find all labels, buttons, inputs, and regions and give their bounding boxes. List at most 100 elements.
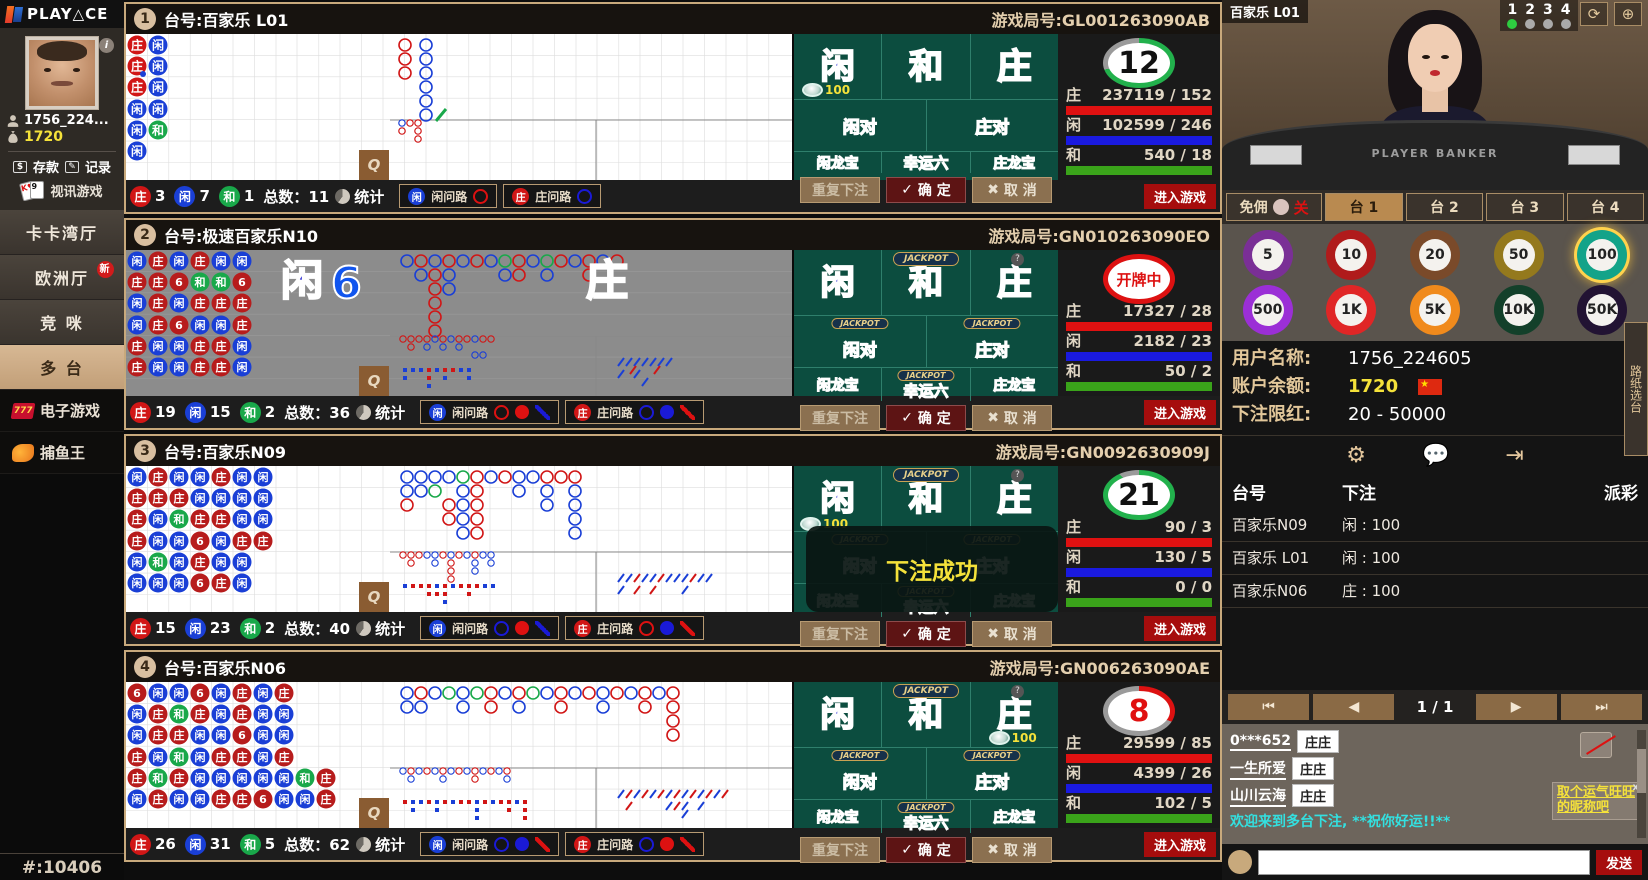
- ask-player-road[interactable]: 闲 闲问路: [420, 616, 560, 640]
- prev-page-button[interactable]: ◀: [1313, 694, 1395, 720]
- help-icon[interactable]: ?: [1011, 469, 1024, 482]
- repeat-bet-button[interactable]: 重复下注: [800, 405, 880, 431]
- ask-player-road[interactable]: 闲 闲问路: [420, 832, 560, 856]
- tab-table-1[interactable]: 台 1: [1325, 193, 1403, 221]
- table-row[interactable]: 百家乐N09 闲 : 100: [1222, 509, 1648, 542]
- bet-tie[interactable]: 和: [881, 34, 969, 99]
- roadmap-help-icon[interactable]: Q: [359, 150, 389, 180]
- chip-5k[interactable]: 5K: [1409, 285, 1460, 335]
- bet-player[interactable]: 闲: [794, 682, 881, 747]
- sidebar-item-kakawan[interactable]: 卡卡湾厅: [0, 210, 124, 255]
- stats-link[interactable]: 统计: [335, 186, 384, 207]
- close-icon[interactable]: x: [1632, 782, 1639, 794]
- bet-player-pair[interactable]: 闲对: [794, 100, 926, 151]
- brand-logo[interactable]: PLAY△CE: [0, 0, 124, 28]
- nickname-prompt[interactable]: x 取个运气旺旺的昵称吧: [1552, 782, 1642, 820]
- table-card-2[interactable]: 2 台号:极速百家乐N10 游戏局号:GN010263090EO: [124, 218, 1222, 431]
- bet-banker[interactable]: 庄: [969, 34, 1058, 99]
- bet-lucky6[interactable]: JACKPOT 幸运六: [881, 368, 969, 401]
- bet-tie[interactable]: JACKPOT 和: [881, 250, 969, 315]
- ask-banker-road[interactable]: 庄 庄问路: [565, 616, 705, 640]
- ask-player-road[interactable]: 闲 闲问路: [420, 400, 560, 424]
- sidebar-item-slots[interactable]: 777 电子游戏: [0, 390, 124, 432]
- live-video-stream[interactable]: 百家乐 L01 1 2 3 4 ⟳ ⊕ PL: [1222, 0, 1648, 190]
- chip-50k[interactable]: 50K: [1577, 285, 1628, 335]
- record-label[interactable]: 记录: [85, 161, 112, 176]
- chip-10[interactable]: 10: [1326, 230, 1377, 280]
- bet-banker[interactable]: 庄 100: [969, 682, 1058, 747]
- bet-lucky6[interactable]: 幸运六: [881, 152, 969, 173]
- deposit-label[interactable]: 存款: [32, 161, 59, 176]
- bet-tie[interactable]: JACKPOT 和: [881, 682, 969, 747]
- mute-chat-icon[interactable]: [1580, 732, 1612, 758]
- bet-player[interactable]: 闲 100: [794, 34, 881, 99]
- bet-banker-pair[interactable]: JACKPOT 庄对: [925, 748, 1059, 799]
- enter-game-button[interactable]: 进入游戏: [1144, 831, 1216, 857]
- bet-player[interactable]: 闲 100: [794, 466, 881, 531]
- enter-game-button[interactable]: 进入游戏: [1144, 183, 1216, 209]
- confirm-bet-button[interactable]: ✓ 确 定: [886, 405, 966, 431]
- bet-player[interactable]: 闲: [794, 250, 881, 315]
- chip-20[interactable]: 20: [1409, 230, 1460, 280]
- confirm-bet-button[interactable]: ✓ 确 定: [886, 177, 966, 203]
- avatar[interactable]: [25, 36, 99, 110]
- repeat-bet-button[interactable]: 重复下注: [800, 621, 880, 647]
- tab-table-2[interactable]: 台 2: [1405, 193, 1484, 221]
- chip-10k[interactable]: 10K: [1493, 285, 1544, 335]
- bet-tie[interactable]: JACKPOT 和: [881, 466, 969, 531]
- table-row[interactable]: 百家乐 L01 闲 : 100: [1222, 542, 1648, 575]
- commission-toggle[interactable]: 免佣 关: [1226, 193, 1323, 221]
- roadmap-help-icon[interactable]: Q: [359, 582, 389, 612]
- cancel-bet-button[interactable]: ✖ 取 消: [972, 405, 1052, 431]
- gear-icon[interactable]: ⚙: [1346, 442, 1366, 468]
- enter-game-button[interactable]: 进入游戏: [1144, 399, 1216, 425]
- bet-player-dragon[interactable]: 闲龙宝: [794, 800, 881, 833]
- chip-5[interactable]: 5: [1242, 230, 1293, 280]
- bet-player-dragon[interactable]: 闲龙宝: [794, 368, 881, 401]
- cancel-bet-button[interactable]: ✖ 取 消: [972, 837, 1052, 863]
- table-card-3[interactable]: 3 台号:百家乐N09 游戏局号:GN0092630909J: [124, 434, 1222, 647]
- bet-lucky6[interactable]: JACKPOT 幸运六: [881, 800, 969, 833]
- chip-50[interactable]: 50: [1493, 230, 1544, 280]
- confirm-bet-button[interactable]: ✓ 确 定: [886, 621, 966, 647]
- ask-banker-road[interactable]: 庄 庄问路: [503, 184, 602, 208]
- bet-banker[interactable]: 庄: [969, 250, 1058, 315]
- ask-player-road[interactable]: 闲 闲问路: [399, 184, 498, 208]
- table-row[interactable]: 百家乐N06 庄 : 100: [1222, 575, 1648, 608]
- cancel-bet-button[interactable]: ✖ 取 消: [972, 621, 1052, 647]
- video-games-row[interactable]: K♥ 9 视讯游戏: [0, 180, 124, 206]
- repeat-bet-button[interactable]: 重复下注: [800, 177, 880, 203]
- roadmap-area[interactable]: 6 闲 闲 6 闲 庄 闲 庄 闲 庄 和 庄 闲: [126, 682, 792, 828]
- tab-table-3[interactable]: 台 3: [1486, 193, 1564, 221]
- last-page-button[interactable]: ⏭: [1560, 694, 1642, 720]
- first-page-button[interactable]: ⏮: [1228, 694, 1310, 720]
- info-icon[interactable]: i: [99, 38, 114, 53]
- sidebar-item-europe[interactable]: 欧洲厅 新: [0, 255, 124, 300]
- table-card-4[interactable]: 4 台号:百家乐N06 游戏局号:GN006263090AE: [124, 650, 1222, 863]
- roadmap-area[interactable]: 闲 庄 闲 庄 闲 闲 庄 庄 6 和 和 6 闲: [126, 250, 792, 396]
- send-button[interactable]: 发送: [1596, 849, 1642, 875]
- tab-table-4[interactable]: 台 4: [1566, 193, 1644, 221]
- roadmap-area[interactable]: 闲 庄 闲 闲 庄 闲 闲 庄 庄 庄 闲 闲 闲: [126, 466, 792, 612]
- ask-banker-road[interactable]: 庄 庄问路: [565, 400, 705, 424]
- exit-icon[interactable]: ⇥: [1505, 442, 1524, 468]
- roadmap-table-selector-tab[interactable]: 路纸选台: [1624, 322, 1648, 456]
- chat-icon[interactable]: 💬: [1421, 442, 1450, 468]
- confirm-bet-button[interactable]: ✓ 确 定: [886, 837, 966, 863]
- bet-banker-dragon[interactable]: 庄龙宝: [969, 800, 1058, 833]
- stats-link[interactable]: 统计: [356, 834, 405, 855]
- emoji-icon[interactable]: [1228, 850, 1252, 874]
- enter-game-button[interactable]: 进入游戏: [1144, 615, 1216, 641]
- stats-link[interactable]: 统计: [356, 402, 405, 423]
- help-icon[interactable]: ?: [1011, 253, 1024, 266]
- refresh-icon[interactable]: ⟳: [1580, 2, 1608, 26]
- ask-banker-road[interactable]: 庄 庄问路: [565, 832, 705, 856]
- sidebar-item-multitable[interactable]: 多 台: [0, 345, 124, 390]
- bet-player-dragon[interactable]: 闲龙宝: [794, 152, 881, 173]
- cancel-bet-button[interactable]: ✖ 取 消: [972, 177, 1052, 203]
- stats-link[interactable]: 统计: [356, 618, 405, 639]
- bet-banker-dragon[interactable]: 庄龙宝: [969, 152, 1058, 173]
- bet-banker[interactable]: 庄: [969, 466, 1058, 531]
- table-card-1[interactable]: 1 台号:百家乐 L01 游戏局号:GL001263090AB: [124, 2, 1222, 214]
- roadmap-area[interactable]: 庄 闲 庄 闲 庄 闲 闲 闲 闲 和 闲: [126, 34, 792, 180]
